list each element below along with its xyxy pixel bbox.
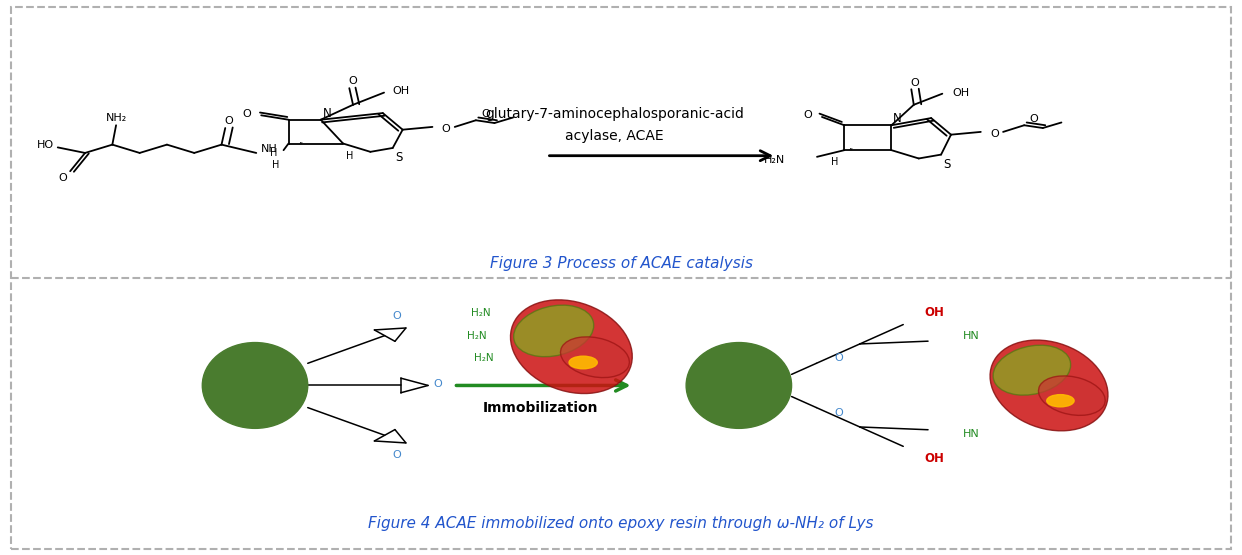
Text: O: O: [804, 110, 812, 120]
Text: H₂N: H₂N: [471, 309, 491, 319]
Text: O: O: [482, 109, 491, 119]
Text: O: O: [349, 76, 358, 86]
Text: S: S: [944, 158, 951, 171]
Text: Figure 3 Process of ACAE catalysis: Figure 3 Process of ACAE catalysis: [489, 256, 753, 271]
Ellipse shape: [994, 345, 1071, 395]
Text: O: O: [58, 173, 67, 183]
Text: N: N: [893, 112, 902, 125]
Text: O: O: [433, 380, 442, 390]
Text: H₂N: H₂N: [467, 331, 487, 341]
Ellipse shape: [202, 342, 308, 428]
Text: HO: HO: [37, 140, 55, 150]
Text: NH: NH: [261, 144, 278, 154]
Text: NH₂: NH₂: [106, 113, 127, 123]
Ellipse shape: [686, 342, 791, 428]
Text: HN: HN: [963, 429, 980, 439]
Text: H: H: [831, 158, 838, 168]
Circle shape: [1047, 395, 1074, 407]
Text: glutary-7-aminocephalosporanic-acid: glutary-7-aminocephalosporanic-acid: [486, 107, 744, 121]
Text: O: O: [990, 129, 999, 139]
Text: O: O: [835, 353, 843, 363]
Text: O: O: [225, 116, 233, 126]
Circle shape: [569, 356, 597, 369]
Text: OH: OH: [924, 452, 944, 465]
Text: O: O: [910, 78, 919, 88]
Ellipse shape: [514, 305, 594, 357]
Text: HN: HN: [963, 331, 980, 341]
Text: Figure 4 ACAE immobilized onto epoxy resin through ω-NH₂ of Lys: Figure 4 ACAE immobilized onto epoxy res…: [368, 516, 874, 531]
Text: ’’: ’’: [298, 142, 303, 151]
Text: O: O: [835, 408, 843, 418]
Ellipse shape: [1038, 376, 1105, 415]
Text: O: O: [1030, 114, 1038, 124]
Text: acylase, ACAE: acylase, ACAE: [565, 129, 664, 143]
Text: O: O: [442, 124, 451, 134]
Text: O: O: [242, 109, 251, 119]
Text: N: N: [323, 107, 332, 119]
Text: O: O: [392, 450, 401, 460]
Text: H: H: [345, 151, 353, 161]
Text: Immobilization: Immobilization: [483, 401, 599, 415]
Text: H₂N: H₂N: [473, 353, 493, 363]
Text: S: S: [395, 152, 402, 164]
Text: OH: OH: [953, 88, 969, 98]
Text: H₂N: H₂N: [764, 155, 785, 165]
Ellipse shape: [990, 340, 1108, 431]
Ellipse shape: [510, 300, 632, 393]
Ellipse shape: [560, 337, 630, 377]
Text: OH: OH: [924, 306, 944, 319]
Text: ’’: ’’: [848, 148, 853, 158]
Text: O: O: [392, 311, 401, 321]
Text: H: H: [270, 149, 277, 159]
Text: OH: OH: [392, 86, 410, 96]
Text: H: H: [272, 160, 279, 170]
